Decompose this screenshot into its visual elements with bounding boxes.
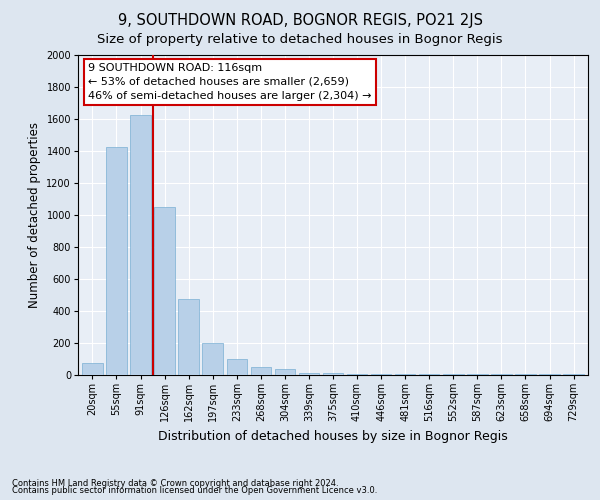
Text: Contains HM Land Registry data © Crown copyright and database right 2024.: Contains HM Land Registry data © Crown c…	[12, 478, 338, 488]
Bar	[467, 374, 488, 375]
Text: 9 SOUTHDOWN ROAD: 116sqm
← 53% of detached houses are smaller (2,659)
46% of sem: 9 SOUTHDOWN ROAD: 116sqm ← 53% of detach…	[88, 63, 372, 101]
Bar	[395, 374, 415, 375]
Y-axis label: Number of detached properties: Number of detached properties	[28, 122, 41, 308]
Bar	[202, 343, 223, 375]
Bar	[299, 372, 319, 375]
Bar	[347, 374, 367, 375]
Bar	[227, 359, 247, 375]
Bar	[154, 207, 175, 375]
Bar	[323, 374, 343, 375]
Bar	[419, 374, 439, 375]
Bar	[251, 367, 271, 375]
Text: Contains public sector information licensed under the Open Government Licence v3: Contains public sector information licen…	[12, 486, 377, 495]
Bar	[371, 374, 391, 375]
Bar	[491, 374, 512, 375]
Text: 9, SOUTHDOWN ROAD, BOGNOR REGIS, PO21 2JS: 9, SOUTHDOWN ROAD, BOGNOR REGIS, PO21 2J…	[118, 12, 482, 28]
X-axis label: Distribution of detached houses by size in Bognor Regis: Distribution of detached houses by size …	[158, 430, 508, 443]
Bar	[539, 374, 560, 375]
Text: Size of property relative to detached houses in Bognor Regis: Size of property relative to detached ho…	[97, 32, 503, 46]
Bar	[563, 374, 584, 375]
Bar	[106, 147, 127, 375]
Bar	[178, 299, 199, 375]
Bar	[82, 363, 103, 375]
Bar	[443, 374, 464, 375]
Bar	[275, 370, 295, 375]
Bar	[130, 115, 151, 375]
Bar	[515, 374, 536, 375]
